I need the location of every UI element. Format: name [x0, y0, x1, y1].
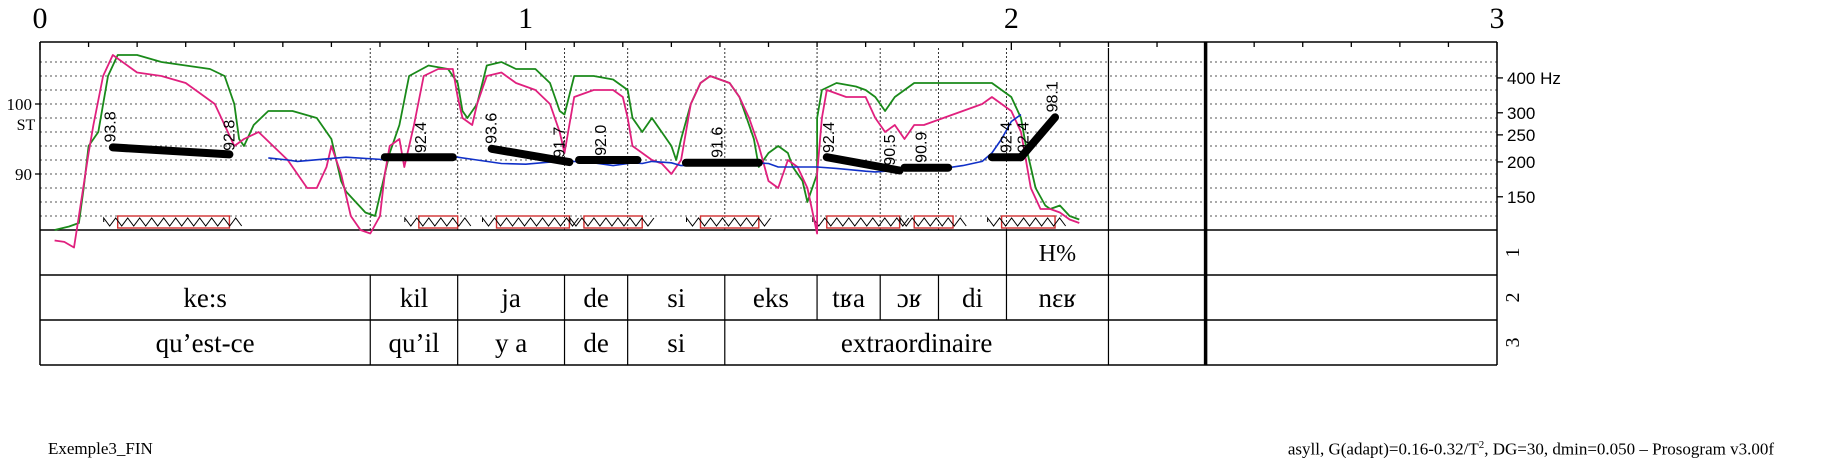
nuclei-layer [103, 215, 1067, 229]
nucleus-box [1000, 215, 1056, 229]
nucleus-zigzag [569, 216, 655, 227]
pitch-value-label: 91.7 [552, 127, 569, 158]
pitch-value-label: 91.6 [709, 127, 726, 158]
tier2-syllable: di [962, 283, 983, 313]
caption-parameters: asyll, G(adapt)=0.16-0.32/T2, DG=30, dmi… [1288, 439, 1774, 460]
tier3-word: de [583, 328, 609, 358]
pitch-value-label: 92.0 [593, 125, 610, 156]
stylized-pitch-segment [822, 153, 904, 175]
nucleus-box [117, 215, 231, 229]
plot-frame [39, 41, 1498, 366]
tier2-syllable: de [583, 283, 609, 313]
tier1-label: H% [1039, 241, 1076, 267]
magenta-pitch-curve [54, 54, 1080, 249]
time-tick-label: 1 [518, 2, 533, 35]
hz-tick-label: 250 [1507, 126, 1535, 145]
tier2-syllable: nɛʁ [1038, 283, 1076, 313]
pitch-value-label: 92.4 [998, 122, 1015, 153]
nucleus-zigzag [987, 216, 1067, 227]
tier2-syllable: ke:s [183, 283, 227, 313]
caption-params-sup: 2 [1478, 439, 1485, 451]
annotation-tiers: H% ke:s kil ja de si eks tʁa ɔʁ di nɛʁ qu’est-ce qu’… [156, 230, 1524, 365]
pitch-value-label: 98.1 [1044, 81, 1061, 112]
blue-pitch-curve [268, 113, 1022, 173]
pitch-value-label: 90.5 [882, 134, 899, 165]
pitch-value-label: 90.9 [913, 132, 930, 163]
tier2-syllable: kil [400, 283, 429, 313]
caption-params-pre: asyll, G(adapt)=0.16-0.32/T [1287, 439, 1479, 459]
hz-tick-label: 400 Hz [1507, 69, 1561, 88]
tier2-syllable: eks [753, 283, 789, 313]
nucleus-zigzag [812, 216, 910, 227]
tier2-syllable: ja [500, 283, 521, 313]
caption-params-post: , DG=30, dmin=0.050 – Prosogram v3.00f [1484, 439, 1774, 459]
tier3-word: qu’est-ce [156, 328, 255, 358]
nucleus-box [913, 215, 954, 229]
tier-number: 1 [1502, 248, 1524, 258]
tier3-word: extraordinaire [841, 328, 992, 358]
stylized-pitch-segment [108, 143, 234, 159]
caption-filename: Exemple3_FIN [48, 439, 153, 458]
tier3-word: qu’il [388, 328, 439, 358]
st-tick-label: 100 [7, 95, 33, 114]
pitch-value-label: 93.8 [102, 111, 119, 142]
nucleus-zigzag [899, 216, 967, 227]
tier-number: 2 [1502, 293, 1524, 303]
tier3-word: si [667, 328, 685, 358]
nucleus-zigzag [482, 216, 579, 227]
pitch-value-label: 93.6 [484, 113, 501, 144]
tier2-syllable: si [667, 283, 685, 313]
nucleus-box [699, 215, 760, 229]
nucleus-box [583, 215, 643, 229]
pitch-value-label: 92.4 [821, 122, 838, 153]
value-labels: 93.8 92.8 92.4 93.6 91.7 92.0 91.6 92.4 90.5 90.9… [102, 81, 1061, 165]
stylized-pitch-segment [1017, 113, 1060, 162]
st-tick-label: 90 [15, 165, 32, 184]
axes: 0 1 2 3 100 90 ST 400 Hz 300 250 200 150 [7, 2, 1561, 207]
tier-number: 3 [1502, 338, 1524, 348]
st-axis-label: ST [17, 117, 36, 134]
nucleus-zigzag [404, 216, 472, 227]
time-tick-label: 0 [33, 2, 48, 35]
time-tick-label: 2 [1004, 2, 1019, 35]
pitch-value-label: 92.8 [221, 120, 238, 151]
hz-tick-label: 150 [1507, 188, 1535, 207]
tier3-word: y a [495, 328, 527, 358]
tier2-syllable: tʁa [832, 283, 865, 313]
pitch-value-label: 92.4 [413, 122, 430, 153]
hz-tick-label: 300 [1507, 104, 1535, 123]
stylization-layer [108, 113, 1060, 175]
nucleus-box [418, 215, 459, 229]
pitch-value-label: 92.4 [1015, 122, 1032, 153]
stylized-pitch-segment [487, 144, 574, 167]
tier2-syllable: ɔʁ [897, 283, 922, 313]
time-tick-label: 3 [1490, 2, 1505, 35]
grid-lines [40, 48, 1497, 230]
nucleus-zigzag [103, 216, 243, 227]
green-pitch-curve [54, 54, 1080, 231]
hz-tick-label: 200 [1507, 153, 1535, 172]
nucleus-zigzag [686, 216, 771, 227]
